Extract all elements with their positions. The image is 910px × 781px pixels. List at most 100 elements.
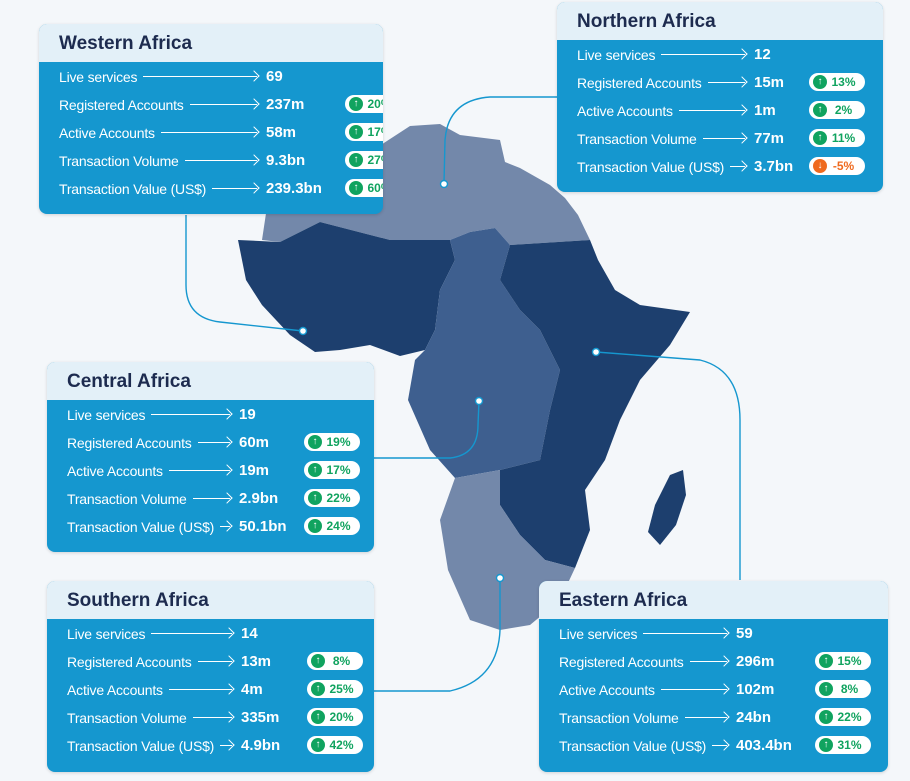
stat-row: Transaction Volume 2.9bn ↑ 22% [47,484,374,512]
stat-label: Registered Accounts [577,75,702,91]
arrow-right-icon [708,82,745,83]
change-badge: ↑ 15% [815,652,871,670]
change-value: 22% [837,710,862,724]
change-badge: ↑ 11% [809,129,865,147]
change-value: 8% [840,682,859,696]
change-badge: ↑ 17% [345,123,383,141]
stat-row: Active Accounts 4m ↑ 25% [47,675,374,703]
stat-row: Live services 19 [47,400,374,428]
stat-label: Transaction Value (US$) [577,159,725,175]
stat-value: 3.7bn [754,158,794,175]
region-northern-africa[interactable] [262,124,590,245]
change-value: 11% [831,131,856,145]
stat-row: Registered Accounts 296m ↑ 15% [539,647,888,675]
card-eastern-africa: Eastern Africa Live services 59 Registered… [539,581,888,772]
arrow-right-icon [151,633,232,634]
arrow-up-circle-icon: ↑ [349,181,363,195]
change-value: 8% [332,654,351,668]
stat-value: 335m [241,709,280,726]
arrow-up-circle-icon: ↑ [308,435,322,449]
marker-western[interactable] [298,326,308,336]
arrow-up-circle-icon: ↑ [311,654,325,668]
change-badge: ↑ 25% [307,680,363,698]
change-badge: ↑ 42% [307,736,363,754]
arrow-right-icon [661,54,745,55]
arrow-up-circle-icon: ↑ [349,97,363,111]
arrow-up-circle-icon: ↑ [819,710,833,724]
region-eastern-africa[interactable] [500,240,690,568]
arrow-up-circle-icon: ↑ [311,738,325,752]
arrow-right-icon [193,717,232,718]
arrow-right-icon [198,442,230,443]
stat-label: Live services [67,407,146,423]
change-value: 22% [326,491,351,505]
stat-value: 4.9bn [241,737,281,754]
arrow-right-icon [690,661,727,662]
stat-row: Registered Accounts 237m ↑ 20% [39,90,383,118]
stat-label: Registered Accounts [59,97,184,113]
stat-row: Active Accounts 102m ↑ 8% [539,675,888,703]
stat-value: 77m [754,130,785,147]
stat-value: 14 [241,625,258,642]
stat-row: Transaction Volume 335m ↑ 20% [47,703,374,731]
arrow-up-circle-icon: ↑ [308,519,322,533]
stat-label: Transaction Volume [559,710,679,726]
stat-label: Live services [67,626,146,642]
change-value: 20% [329,710,354,724]
stat-label: Transaction Value (US$) [67,738,215,754]
change-badge: ↑ 19% [304,433,360,451]
card-western-africa: Western Africa Live services 69 Registered… [39,24,383,214]
stat-label: Registered Accounts [559,654,684,670]
marker-eastern[interactable] [591,347,601,357]
stat-label: Transaction Volume [59,153,179,169]
arrow-up-circle-icon: ↑ [308,491,322,505]
marker-southern[interactable] [495,573,505,583]
arrow-up-circle-icon: ↑ [349,153,363,167]
change-badge: ↑ 8% [307,652,363,670]
change-value: -5% [832,159,855,173]
marker-central[interactable] [474,396,484,406]
stat-value: 19m [239,462,270,479]
arrow-up-circle-icon: ↑ [813,131,827,145]
region-western-africa[interactable] [238,222,455,356]
stat-label: Active Accounts [577,103,673,119]
arrow-right-icon [151,414,230,415]
arrow-right-icon [143,76,257,77]
arrow-right-icon [193,498,230,499]
arrow-right-icon [220,526,230,527]
stat-row: Live services 12 [557,40,883,68]
stat-row: Registered Accounts 13m ↑ 8% [47,647,374,675]
card-central-africa: Central Africa Live services 19 Registered… [47,362,374,552]
stat-row: Live services 69 [39,62,383,90]
arrow-right-icon [185,160,257,161]
stat-value: 239.3bn [266,180,322,197]
card-title: Western Africa [39,24,383,62]
stat-label: Transaction Value (US$) [559,738,707,754]
stat-row: Transaction Value (US$) 50.1bn ↑ 24% [47,512,374,540]
stat-value: 50.1bn [239,518,287,535]
change-badge: ↑ 20% [345,95,383,113]
stat-label: Registered Accounts [67,435,192,451]
stat-value: 102m [736,681,775,698]
arrow-right-icon [190,104,257,105]
change-value: 17% [326,463,351,477]
marker-northern[interactable] [439,179,449,189]
stat-label: Transaction Value (US$) [59,181,207,197]
change-value: 31% [837,738,862,752]
change-badge: ↑ 60% [345,179,383,197]
stat-value: 296m [736,653,775,670]
change-value: 60% [367,181,383,195]
stat-row: Transaction Volume 24bn ↑ 22% [539,703,888,731]
region-central-africa[interactable] [408,228,560,478]
change-badge: ↑ 13% [809,73,865,91]
stat-row: Active Accounts 58m ↑ 17% [39,118,383,146]
stat-value: 15m [754,74,785,91]
connector-southern [372,578,501,692]
arrow-up-circle-icon: ↑ [311,682,325,696]
arrow-up-circle-icon: ↑ [813,103,827,117]
card-southern-africa: Southern Africa Live services 14 Registere… [47,581,374,772]
change-badge: ↑ 24% [304,517,360,535]
madagascar-island[interactable] [648,470,686,545]
stat-value: 59 [736,625,753,642]
connector-northern [443,96,557,184]
